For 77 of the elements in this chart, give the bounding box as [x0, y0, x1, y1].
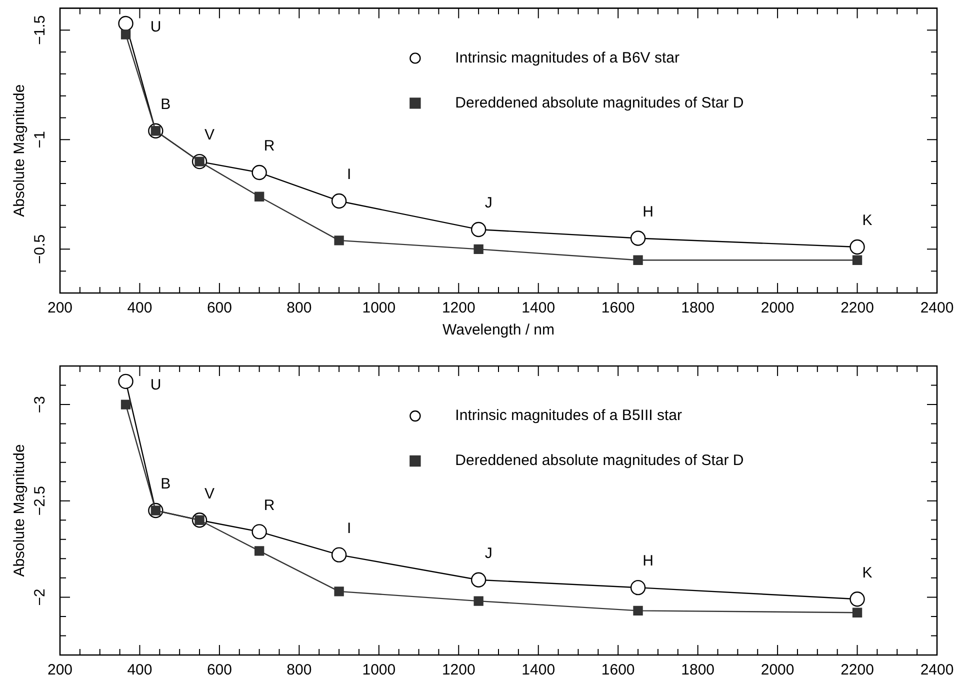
point — [474, 596, 484, 606]
y-tick-label: −1 — [32, 131, 49, 148]
annotation: B — [160, 96, 171, 114]
x-tick-label: 1200 — [442, 662, 476, 679]
y-axis-title: Absolute Magnitude — [11, 84, 28, 217]
point — [630, 580, 646, 596]
point — [334, 586, 344, 596]
x-tick-label: 1000 — [362, 662, 396, 679]
y-tick-label: −2.5 — [32, 486, 49, 516]
annotation: J — [484, 194, 492, 212]
annotation: V — [204, 126, 215, 144]
x-tick-label: 400 — [127, 662, 152, 679]
point — [474, 244, 484, 254]
legend-label: Dereddened absolute magnitudes of Star D — [455, 94, 744, 112]
point — [852, 608, 862, 618]
annotation: H — [642, 203, 654, 220]
x-tick-label: 1400 — [522, 662, 556, 679]
point — [334, 236, 344, 246]
point — [120, 30, 131, 40]
x-tick-label: 400 — [127, 300, 152, 317]
x-tick-label: 2200 — [840, 662, 874, 679]
x-tick-label: 1400 — [522, 300, 556, 317]
x-tick-label: 200 — [47, 662, 73, 679]
x-tick-label: 2000 — [760, 300, 794, 317]
legend-label: Intrinsic magnitudes of a B6V star — [455, 49, 680, 66]
point — [254, 546, 264, 556]
x-tick-label: 2400 — [920, 662, 954, 679]
annotation: B — [160, 476, 171, 493]
point — [252, 524, 267, 540]
x-tick-label: 1800 — [681, 662, 715, 679]
x-tick-label: 800 — [286, 300, 312, 317]
x-tick-label: 2200 — [840, 300, 874, 317]
x-tick-label: 2400 — [920, 300, 954, 317]
point — [118, 374, 134, 390]
point — [120, 400, 131, 410]
x-tick-label: 1800 — [681, 300, 715, 317]
x-tick-label: 600 — [206, 662, 232, 679]
point — [852, 255, 862, 265]
point — [254, 192, 264, 202]
x-tick-label: 600 — [206, 300, 232, 317]
annotation: R — [264, 496, 275, 514]
x-axis-title: Wavelength / nm — [442, 322, 554, 339]
annotation: U — [150, 18, 162, 36]
point — [252, 164, 267, 180]
x-tick-label: 1600 — [601, 662, 635, 679]
point — [331, 193, 347, 209]
annotation: H — [642, 552, 654, 570]
y-tick-label: −3 — [32, 396, 49, 414]
point — [331, 547, 347, 562]
annotation: K — [862, 212, 872, 230]
y-axis-title: Absolute Magnitude — [11, 444, 28, 577]
point — [633, 606, 643, 616]
x-tick-label: 2000 — [760, 662, 794, 679]
point — [850, 592, 865, 607]
annotation: R — [264, 138, 275, 155]
y-tick-label: −1.5 — [32, 15, 49, 45]
x-tick-label: 1600 — [601, 300, 635, 317]
point — [470, 222, 486, 238]
annotation: V — [204, 485, 215, 502]
x-tick-label: 800 — [286, 662, 312, 679]
annotation: K — [862, 564, 872, 582]
point — [470, 572, 486, 588]
x-tick-label: 1000 — [362, 300, 396, 317]
legend-label: Intrinsic magnitudes of a B5III star — [455, 407, 682, 424]
annotation: I — [346, 166, 352, 184]
annotation: U — [150, 376, 162, 394]
point — [633, 255, 643, 265]
y-tick-label: −2 — [32, 588, 49, 606]
point — [630, 230, 646, 246]
x-tick-label: 200 — [47, 300, 73, 317]
y-tick-label: −0.5 — [32, 234, 49, 264]
legend-label: Dereddened absolute magnitudes of Star D — [455, 452, 744, 470]
x-tick-label: 1200 — [442, 300, 476, 317]
annotation: J — [484, 545, 492, 562]
point — [850, 239, 865, 255]
annotation: I — [346, 520, 352, 537]
point — [118, 16, 134, 32]
